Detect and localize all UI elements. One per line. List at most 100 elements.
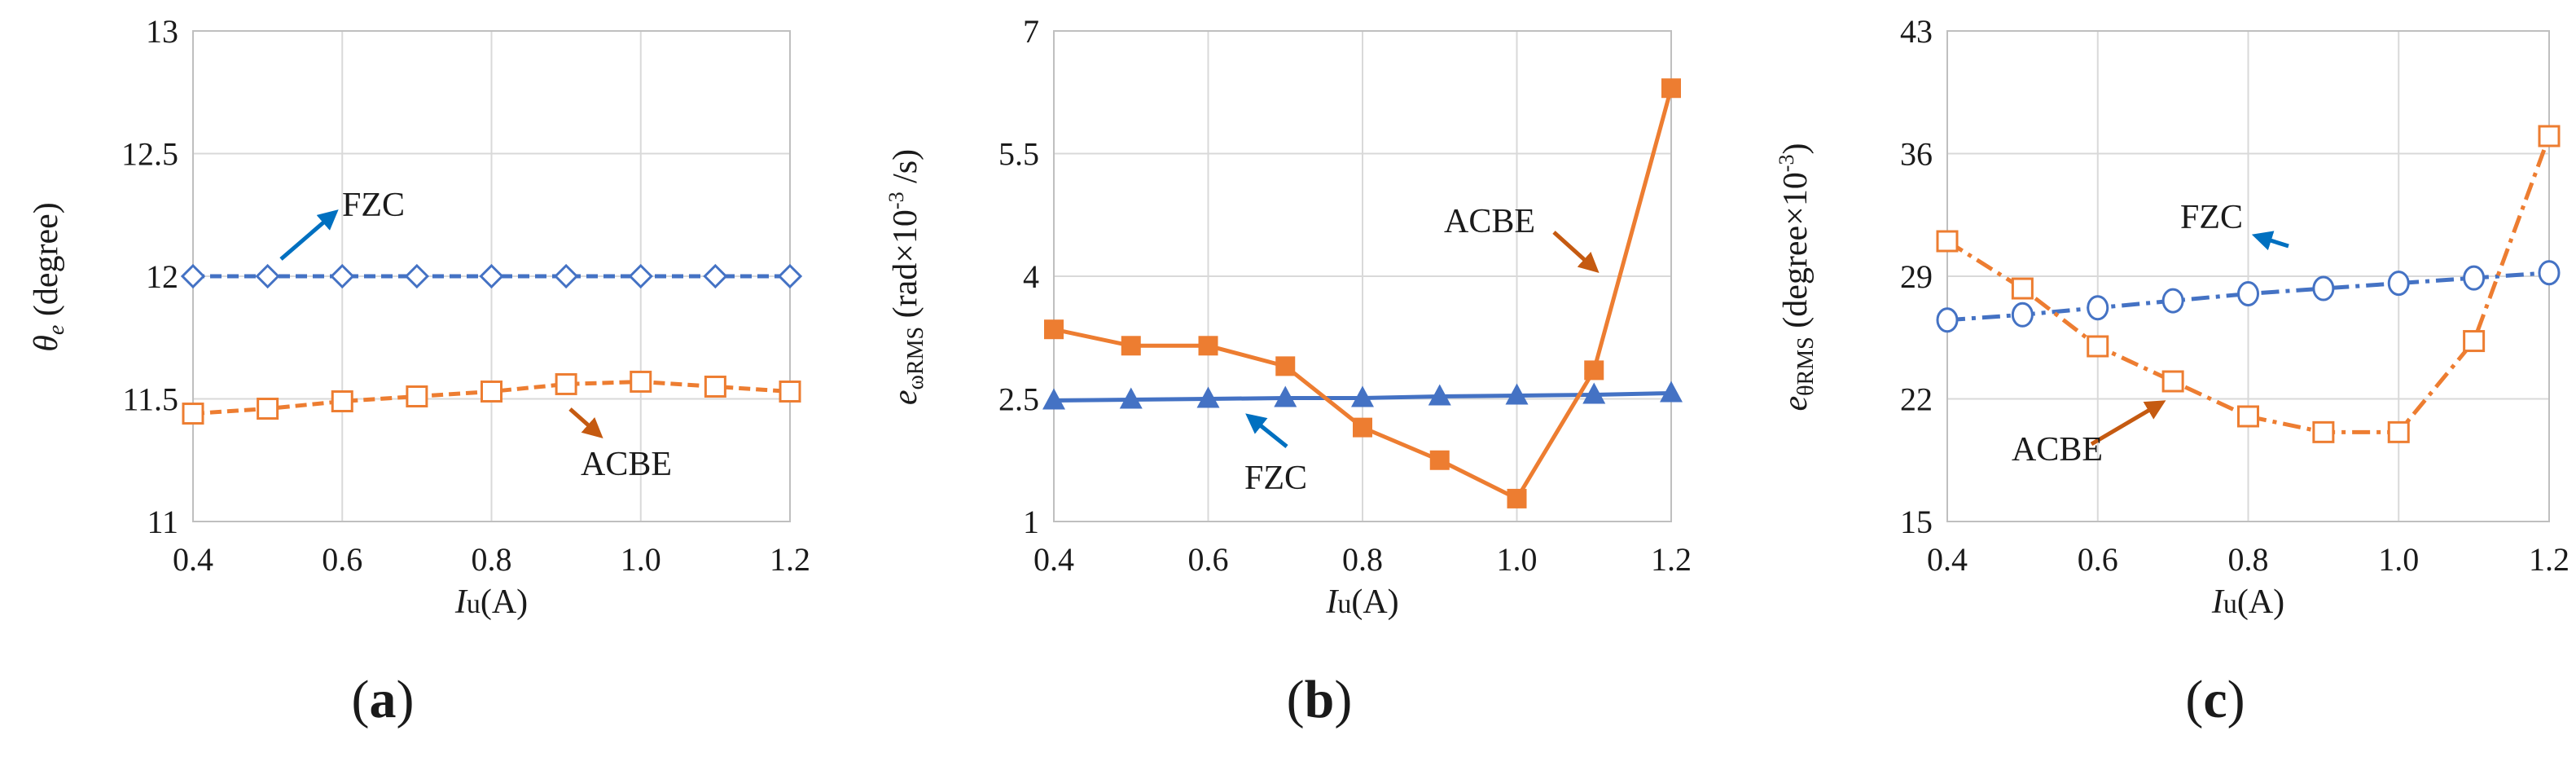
data-point-acbe [2161,370,2184,393]
x-tick-label: 0.4 [1927,541,1968,578]
data-point-acbe [2538,125,2561,147]
data-point-fzc [2312,275,2335,301]
data-point-fzc [2161,288,2184,314]
y-tick-label: 12.5 [121,136,178,173]
data-point-acbe [182,403,204,425]
data-point-acbe [1507,488,1527,508]
series-fzc [1936,260,2561,333]
data-point-fzc [330,263,355,289]
data-point-fzc [703,263,728,289]
data-point-fzc [628,263,653,289]
data-point-acbe [331,390,353,413]
x-axis-label: Iu(A) [1325,583,1398,621]
y-tick-label: 29 [1900,258,1933,295]
annotation-label-acbe: ACBE [581,446,672,483]
data-point-fzc [2237,281,2259,306]
y-tick-label: 22 [1900,381,1933,418]
data-point-fzc [180,263,206,289]
y-tick-label: 11.5 [122,381,178,418]
data-point-fzc [554,263,579,289]
data-point-acbe [1661,78,1681,99]
y-tick-label: 15 [1900,504,1933,540]
data-point-acbe [2237,405,2259,428]
data-point-acbe [2463,330,2486,353]
panel-label: (b) [1287,670,1353,729]
chart-panel-b: 0.4 0.6 0.8 1.0 1.2 1 2.5 4 5.5 7 Iu(A) eωRMS (rad×… [884,13,1692,729]
x-tick-label: 1.0 [2378,541,2419,578]
x-tick-label: 1.2 [770,541,810,578]
data-point-fzc [1119,387,1143,409]
data-point-acbe [257,398,279,420]
chart-panel-c: 0.4 0.6 0.8 1.0 1.2 15 22 29 36 43 Iu(A) eθRMS (deg… [1775,13,2569,729]
data-point-acbe [1936,230,1959,253]
data-point-fzc [1428,384,1451,406]
data-point-fzc [2387,271,2410,297]
x-axis-label: Iu(A) [2211,583,2284,621]
series-fzc [180,263,803,289]
x-tick-label: 0.8 [472,541,512,578]
chart-panel-a: 0.4 0.6 0.8 1.0 1.2 11 11.5 12 12.5 13 Iu(A) θe (de… [28,13,810,729]
data-point-fzc [2538,260,2561,286]
data-point-acbe [1353,417,1372,438]
x-axis-label: Iu(A) [454,583,528,621]
x-tick-label: 1.2 [2529,541,2569,578]
series-acbe [1044,78,1681,508]
data-point-acbe [704,375,726,398]
y-tick-label: 13 [146,13,178,50]
annotation-arrow-fzc [2251,231,2289,251]
y-tick-label: 36 [1900,136,1933,173]
data-point-acbe [2011,277,2034,300]
data-point-fzc [1660,381,1683,403]
y-tick-label: 5.5 [998,136,1039,173]
x-tick-label: 0.6 [2078,541,2118,578]
x-tick-label: 0.8 [2228,541,2269,578]
data-point-fzc [2463,265,2486,291]
data-point-acbe [1429,450,1450,470]
y-tick-label: 43 [1900,13,1933,50]
series-acbe [1936,125,2561,443]
data-point-fzc [479,263,504,289]
data-point-acbe [1584,360,1604,381]
data-point-fzc [1274,385,1297,407]
annotation-arrow-acbe [1552,231,1600,274]
x-tick-label: 0.6 [322,541,362,578]
data-point-acbe [2312,420,2335,443]
data-point-acbe [2087,335,2109,358]
y-axis-label: eωRMS (rad×10-3 /s) [884,149,928,405]
data-point-acbe [2387,420,2410,443]
data-point-fzc [1042,388,1065,410]
annotation-arrow-fzc [1245,413,1288,448]
data-point-acbe [406,385,428,407]
data-point-fzc [1582,382,1606,404]
y-tick-label: 7 [1023,13,1039,50]
data-point-acbe [630,370,652,393]
data-point-fzc [1351,385,1374,407]
data-point-acbe [481,380,502,403]
panel-label: (c) [2185,670,2245,729]
data-point-fzc [1936,307,1959,333]
data-point-fzc [777,263,803,289]
annotation-arrow-acbe [2090,400,2166,447]
x-tick-label: 0.4 [173,541,213,578]
y-tick-label: 4 [1023,258,1039,295]
y-tick-label: 12 [146,258,178,295]
annotation-label-acbe: ACBE [2012,431,2103,469]
y-tick-label: 2.5 [998,381,1039,418]
plot-frame [1053,30,1672,522]
data-point-acbe [1275,356,1296,376]
annotation-label-fzc: FZC [1244,460,1307,497]
annotation-label-acbe: ACBE [1444,203,1535,240]
data-point-fzc [2087,295,2109,321]
x-tick-label: 1.0 [1497,541,1538,578]
series-line-fzc [1946,271,2550,323]
x-tick-label: 0.4 [1033,541,1074,578]
series-acbe [182,370,801,425]
annotation-arrow-fzc [279,209,339,261]
x-tick-label: 0.6 [1188,541,1229,578]
data-point-acbe [1044,319,1064,340]
data-point-acbe [779,380,801,403]
data-point-fzc [404,263,429,289]
x-tick-label: 1.2 [1651,541,1692,578]
data-point-fzc [1505,383,1529,405]
annotation-label-fzc: FZC [342,187,405,224]
